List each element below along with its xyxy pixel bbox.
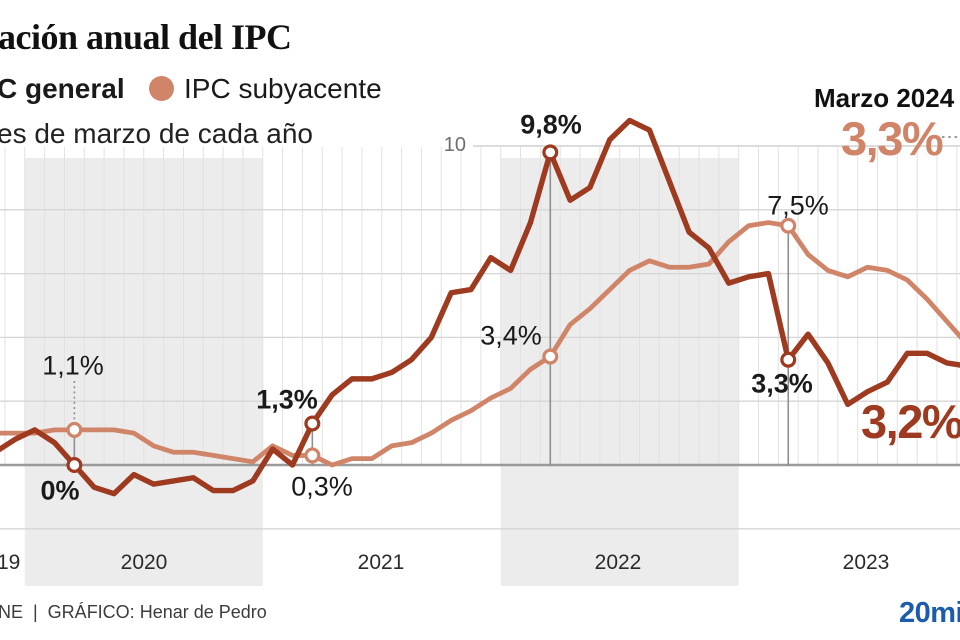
x-axis-year-2023: 2023 [842,551,890,574]
data-label-general-2020: 0% [40,475,80,506]
x-axis-year-2019: 19 [0,551,21,574]
data-label-subyacente-2021: 0,3% [291,471,353,502]
callout-value-general: 3,2% [861,395,960,448]
data-label-subyacente-2023: 7,5% [767,190,829,221]
y-axis-tick-10: 10 [443,134,466,156]
data-label-general-2022: 9,8% [520,109,582,140]
x-axis-year-2020: 2020 [120,551,168,574]
chart-title: ación anual del IPC [0,17,292,57]
x-axis-year-2021: 2021 [357,551,405,574]
legend-item-ipc-general: C general [0,73,125,104]
callout-value-subyacente: 3,3% [841,112,944,165]
data-label-subyacente-2022: 3,4% [480,320,542,351]
20minutos-logo: 20mi [899,597,960,629]
legend-dot-subyacente-icon [149,76,174,101]
chart-subtitle: es de marzo de cada año [0,118,313,149]
data-label-subyacente-2020: 1,1% [42,350,104,381]
callout-month-label: Marzo 2024 [814,83,955,113]
source-credit: NE | GRÁFICO: Henar de Pedro [0,602,267,622]
data-label-general-2021: 1,3% [256,384,318,415]
legend-item-ipc-subyacente: IPC subyacente [184,73,382,104]
data-label-general-2023: 3,3% [751,368,813,399]
x-axis-year-2022: 2022 [594,551,642,574]
